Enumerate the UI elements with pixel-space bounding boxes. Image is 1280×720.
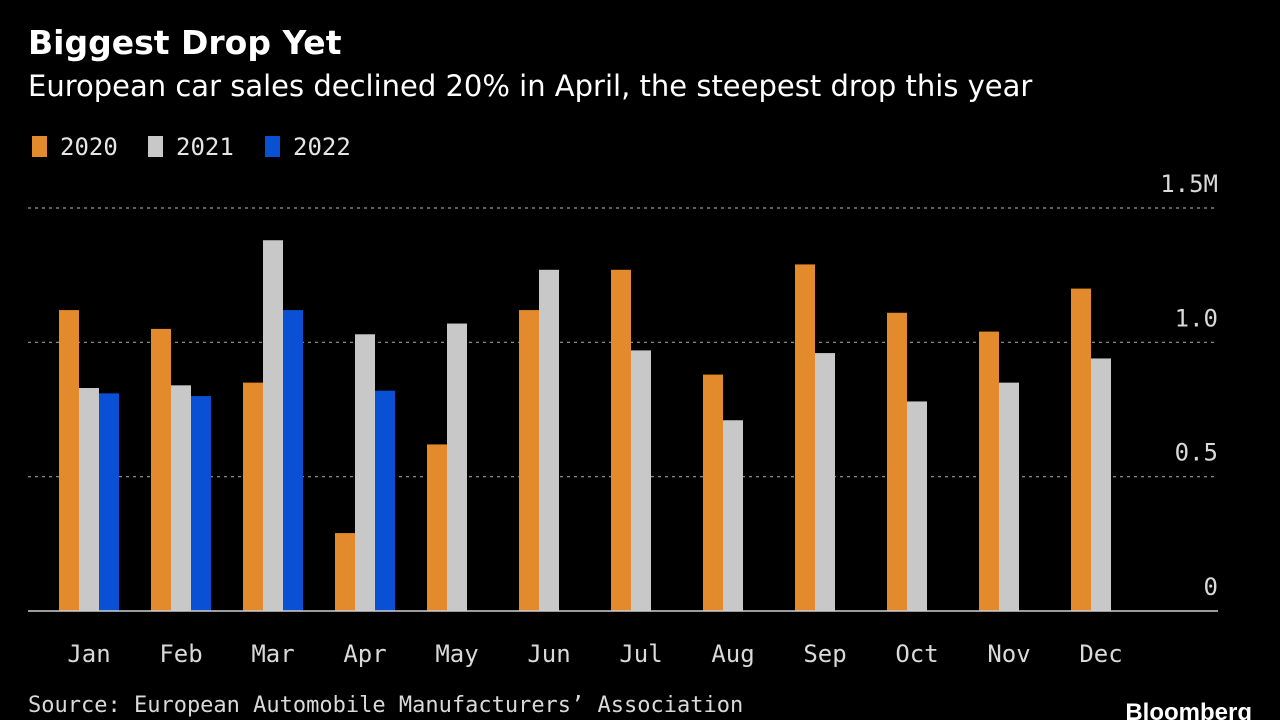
bar-jan-2022	[99, 393, 119, 611]
bar-mar-2021	[263, 240, 283, 612]
chart-title: Biggest Drop Yet	[28, 23, 342, 62]
bar-may-2021	[447, 323, 467, 611]
bar-oct-2020	[887, 312, 907, 611]
bloomberg-logo: Bloomberg	[1125, 699, 1252, 720]
x-tick-label: Apr	[343, 640, 386, 668]
y-tick-label: 1.5M	[1160, 170, 1218, 198]
bar-apr-2022	[375, 390, 395, 611]
x-tick-label: Oct	[895, 640, 938, 668]
bar-jun-2021	[539, 269, 559, 611]
bar-sep-2021	[815, 353, 835, 611]
x-tick-label: Feb	[159, 640, 202, 668]
bar-apr-2020	[335, 533, 355, 611]
x-tick-label: Jun	[527, 640, 570, 668]
legend-label-2020: 2020	[60, 133, 118, 161]
bar-oct-2021	[907, 401, 927, 611]
legend-swatch-2022	[265, 136, 280, 157]
bar-dec-2020	[1071, 288, 1091, 611]
bar-mar-2022	[283, 310, 303, 611]
y-axis: 1.5M 1.0 0.5 0	[1160, 170, 1218, 601]
bar-sep-2020	[795, 264, 815, 611]
bars	[59, 240, 1111, 612]
bar-jun-2020	[519, 310, 539, 611]
legend-label-2022: 2022	[293, 133, 351, 161]
bar-dec-2021	[1091, 358, 1111, 611]
bar-nov-2021	[999, 382, 1019, 611]
y-tick-label: 0.5	[1175, 439, 1218, 467]
bar-may-2020	[427, 444, 447, 611]
bar-aug-2021	[723, 420, 743, 611]
bar-jan-2021	[79, 388, 99, 611]
source-note: Source: European Automobile Manufacturer…	[28, 693, 743, 718]
x-tick-label: May	[435, 640, 478, 668]
y-tick-label: 1.0	[1175, 304, 1218, 332]
legend-label-2021: 2021	[176, 133, 234, 161]
x-tick-label: Dec	[1079, 640, 1122, 668]
bar-nov-2020	[979, 331, 999, 611]
bar-jul-2020	[611, 269, 631, 611]
x-tick-label: Mar	[251, 640, 294, 668]
x-tick-label: Jan	[67, 640, 110, 668]
x-tick-label: Nov	[987, 640, 1030, 668]
bar-jul-2021	[631, 350, 651, 611]
bar-apr-2021	[355, 334, 375, 611]
legend-swatch-2020	[32, 136, 47, 157]
x-axis: Jan Feb Mar Apr May Jun Jul Aug Sep Oct Nov Dec	[67, 640, 1122, 668]
bar-aug-2020	[703, 374, 723, 611]
bar-mar-2020	[243, 382, 263, 611]
legend: 2020 2021 2022	[32, 133, 351, 161]
x-tick-label: Sep	[803, 640, 846, 668]
bar-feb-2022	[191, 396, 211, 611]
chart-subtitle: European car sales declined 20% in April…	[28, 69, 1032, 103]
legend-swatch-2021	[148, 136, 163, 157]
bar-feb-2021	[171, 385, 191, 611]
bar-feb-2020	[151, 328, 171, 611]
x-tick-label: Aug	[711, 640, 754, 668]
bar-jan-2020	[59, 310, 79, 611]
x-tick-label: Jul	[619, 640, 662, 668]
y-tick-label: 0	[1204, 573, 1218, 601]
